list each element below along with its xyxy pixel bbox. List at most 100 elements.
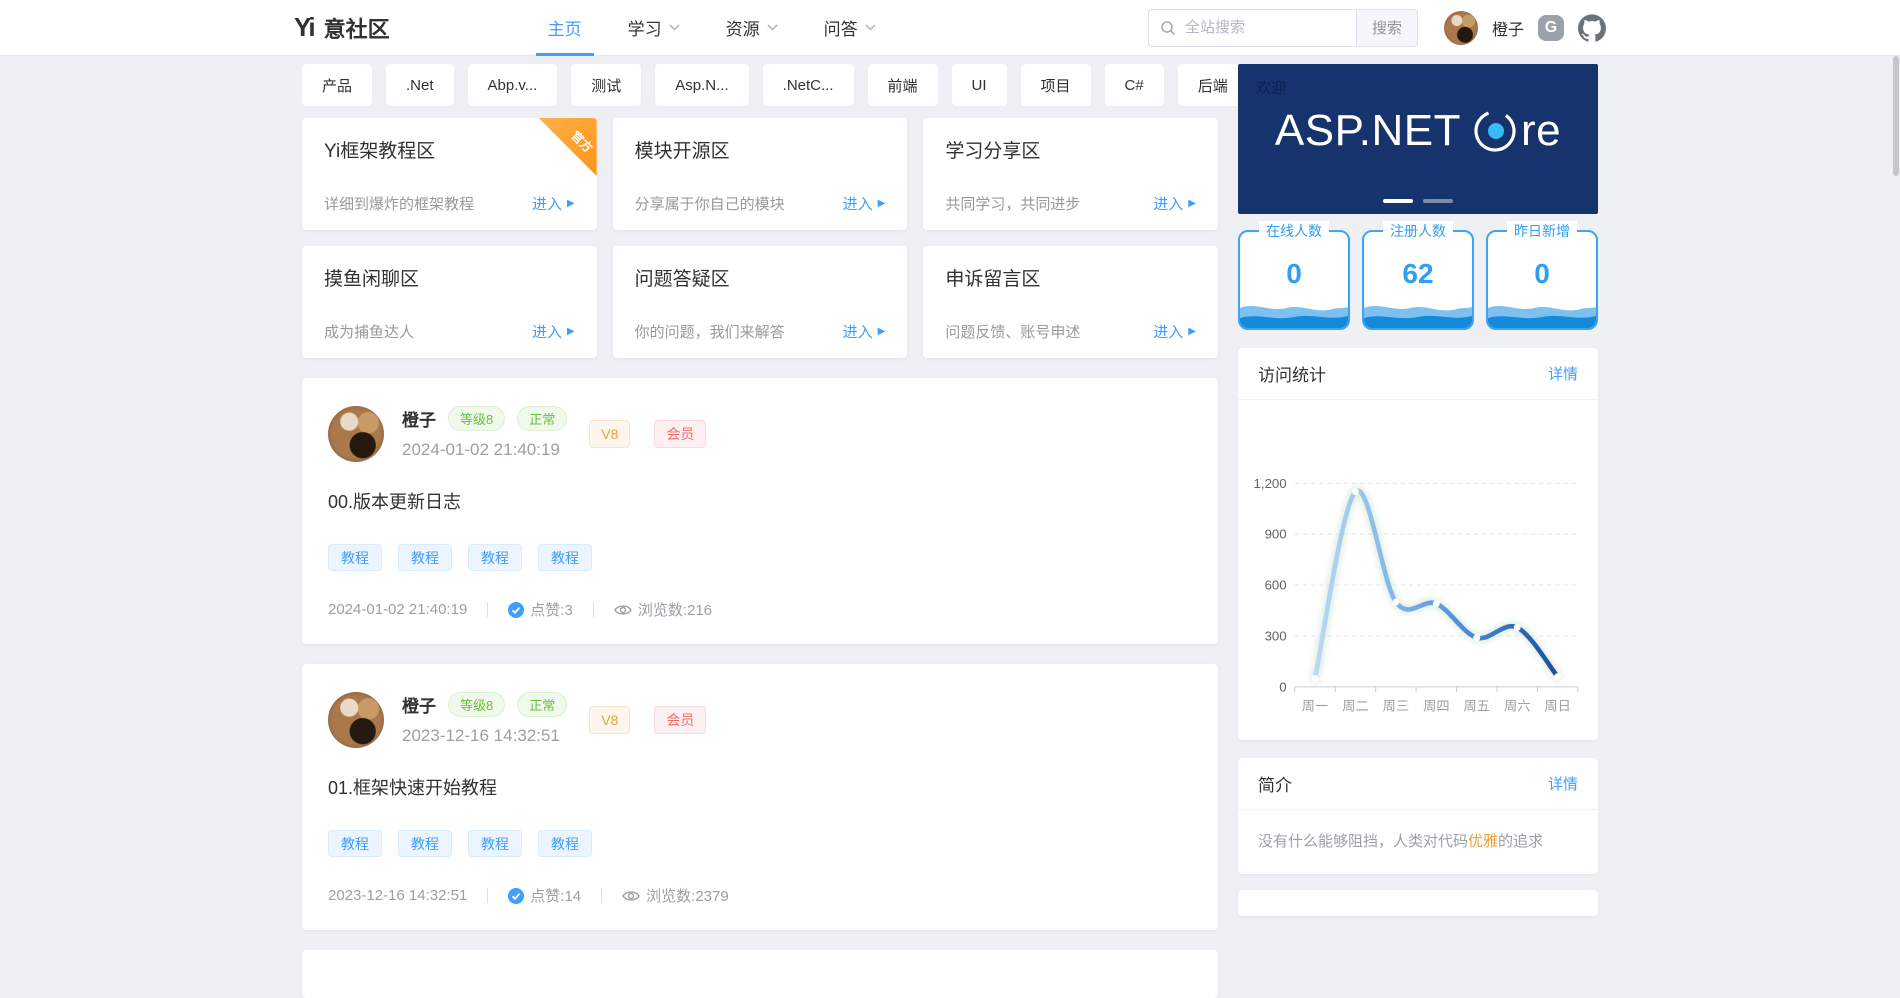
zone-title: 摸鱼闲聊区 (324, 269, 420, 290)
status-badge: 正常 (517, 692, 568, 717)
nav-item-learn[interactable]: 学习 (628, 0, 680, 55)
zone-card-sharing[interactable]: 学习分享区 共同学习，共同进步 进入 ▶ (923, 118, 1218, 230)
post-datetime: 2023-12-16 14:32:51 (402, 726, 560, 745)
tag-filter[interactable]: Asp.N... (655, 64, 749, 106)
search-input[interactable] (1147, 8, 1356, 47)
wave-decoration (1364, 306, 1472, 328)
tag-filter[interactable]: C# (1104, 64, 1164, 106)
zone-card-appeal[interactable]: 申诉留言区 问题反馈、账号申述 进入 ▶ (923, 246, 1218, 358)
aspnetcore-logo: ASP.NET re (1238, 64, 1598, 156)
likes-stat[interactable]: 点赞:3 (508, 599, 573, 620)
nav-item-home[interactable]: 主页 (535, 0, 594, 56)
post-tag[interactable]: 教程 (328, 830, 382, 857)
tag-filter[interactable]: 测试 (571, 64, 642, 106)
tag-filter[interactable]: .NetC... (762, 64, 854, 106)
vip-badge: V8 (589, 420, 631, 448)
post-card[interactable]: 橙子 等级8 正常 2023-12-16 14:32:51 V8 会员 01.框… (302, 664, 1218, 930)
check-circle-icon (508, 887, 525, 904)
nav-label: 问答 (823, 20, 858, 39)
post-card-partial[interactable] (302, 950, 1218, 998)
carousel-dots (1238, 199, 1598, 203)
tag-filter[interactable]: 后端 (1177, 64, 1248, 106)
post-tag[interactable]: 教程 (468, 544, 522, 571)
likes-stat[interactable]: 点赞:14 (508, 885, 581, 906)
zone-card-chat[interactable]: 摸鱼闲聊区 成为捕鱼达人 进入 ▶ (302, 246, 597, 358)
site-search: 搜索 (1147, 8, 1418, 47)
check-circle-icon (508, 601, 525, 618)
stat-label: 昨日新增 (1507, 221, 1577, 241)
post-card[interactable]: 橙子 等级8 正常 2024-01-02 21:40:19 V8 会员 00.版… (302, 378, 1218, 644)
zone-desc: 成为捕鱼达人 (324, 324, 415, 341)
enter-link[interactable]: 进入 ▶ (1153, 196, 1196, 213)
post-tag[interactable]: 教程 (398, 830, 452, 857)
post-tag[interactable]: 教程 (468, 830, 522, 857)
gitee-icon[interactable]: G (1538, 14, 1564, 41)
enter-link[interactable]: 进入 ▶ (1153, 324, 1196, 341)
tag-filter[interactable]: 产品 (302, 64, 373, 106)
site-logo[interactable]: Yi 意社区 (294, 12, 390, 44)
carousel-dot[interactable] (1383, 199, 1413, 203)
svg-text:周一: 周一 (1302, 698, 1328, 713)
next-panel-partial (1238, 889, 1598, 916)
play-icon: ▶ (566, 197, 575, 209)
level-badge: 等级8 (448, 692, 506, 717)
author-name[interactable]: 橙子 (402, 411, 436, 430)
avatar[interactable] (1443, 10, 1478, 45)
user-name[interactable]: 橙子 (1491, 21, 1524, 39)
author-name[interactable]: 橙子 (402, 697, 436, 716)
welcome-banner[interactable]: 欢迎 ASP.NET re (1238, 64, 1598, 214)
zone-desc: 问题反馈、账号申述 (945, 324, 1081, 341)
site-title: 意社区 (323, 16, 390, 42)
post-tag[interactable]: 教程 (328, 544, 382, 571)
stat-label: 注册人数 (1383, 221, 1453, 241)
zone-card-tutorial[interactable]: 官方 Yi框架教程区 详细到爆炸的框架教程 进入 ▶ (302, 118, 597, 230)
chevron-down-icon (865, 24, 876, 31)
nav-item-resources[interactable]: 资源 (726, 0, 778, 55)
post-tag[interactable]: 教程 (398, 544, 452, 571)
play-icon: ▶ (566, 325, 575, 337)
nav-label: 主页 (547, 20, 582, 39)
svg-text:周二: 周二 (1342, 698, 1368, 713)
svg-text:周日: 周日 (1544, 698, 1570, 713)
search-button[interactable]: 搜索 (1355, 8, 1418, 47)
visit-chart: 0 300 600 900 1,200 周一 周二 周三 周四 周五 周六 周日 (1254, 476, 1579, 713)
avatar[interactable] (328, 692, 384, 748)
zone-title: 学习分享区 (945, 141, 1041, 162)
enter-link[interactable]: 进入 ▶ (531, 324, 575, 341)
zone-title: Yi框架教程区 (324, 141, 436, 162)
zone-card-qa[interactable]: 问题答疑区 你的问题，我们来解答 进入 ▶ (612, 246, 908, 358)
github-icon[interactable] (1578, 13, 1606, 42)
zone-desc: 详细到爆炸的框架教程 (324, 196, 475, 213)
highlight-link[interactable]: 优雅 (1468, 832, 1499, 850)
details-link[interactable]: 详情 (1547, 366, 1578, 383)
tag-filter[interactable]: 项目 (1020, 64, 1091, 106)
carousel-dot[interactable] (1423, 199, 1453, 203)
details-link[interactable]: 详情 (1547, 775, 1578, 793)
main-nav: 主页 学习 资源 问答 (535, 0, 876, 56)
panel-title: 访问统计 (1258, 366, 1326, 385)
tag-filter[interactable]: Abp.v... (467, 64, 558, 106)
enter-link[interactable]: 进入 ▶ (842, 324, 886, 341)
tag-filter[interactable]: .Net (386, 64, 454, 106)
enter-link[interactable]: 进入 ▶ (842, 196, 886, 213)
post-tag[interactable]: 教程 (538, 544, 592, 571)
eye-icon (614, 604, 632, 615)
post-tag[interactable]: 教程 (538, 830, 592, 857)
tag-filter[interactable]: 前端 (867, 64, 938, 106)
divider (487, 888, 489, 903)
post-title[interactable]: 01.框架快速开始教程 (328, 778, 498, 798)
tag-filter[interactable]: UI (951, 64, 1007, 106)
svg-text:900: 900 (1265, 527, 1287, 542)
post-time: 2023-12-16 14:32:51 (328, 887, 468, 904)
post-title[interactable]: 00.版本更新日志 (328, 492, 462, 512)
intro-panel: 简介 详情 没有什么能够阻挡，人类对代码优雅的追求 (1238, 757, 1598, 874)
views-stat: 浏览数:2379 (622, 885, 729, 906)
enter-link[interactable]: 进入 ▶ (531, 196, 575, 213)
stat-value: 62 (1402, 258, 1434, 289)
avatar[interactable] (328, 406, 384, 462)
zone-card-modules[interactable]: 模块开源区 分享属于你自己的模块 进入 ▶ (612, 118, 908, 230)
scrollbar-thumb[interactable] (1893, 56, 1899, 176)
sidebar: 欢迎 ASP.NET re 在线人数 0 (1238, 62, 1598, 916)
scrollbar[interactable] (1892, 0, 1900, 926)
nav-item-qa[interactable]: 问答 (824, 0, 876, 55)
